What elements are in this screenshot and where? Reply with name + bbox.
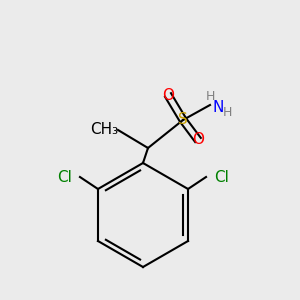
Text: S: S: [178, 112, 188, 128]
Text: H: H: [222, 106, 232, 119]
Text: H: H: [205, 91, 215, 103]
Text: Cl: Cl: [214, 169, 229, 184]
Text: N: N: [212, 100, 224, 116]
Text: Cl: Cl: [57, 169, 72, 184]
Text: O: O: [162, 88, 174, 103]
Text: CH₃: CH₃: [90, 122, 118, 137]
Text: O: O: [192, 133, 204, 148]
